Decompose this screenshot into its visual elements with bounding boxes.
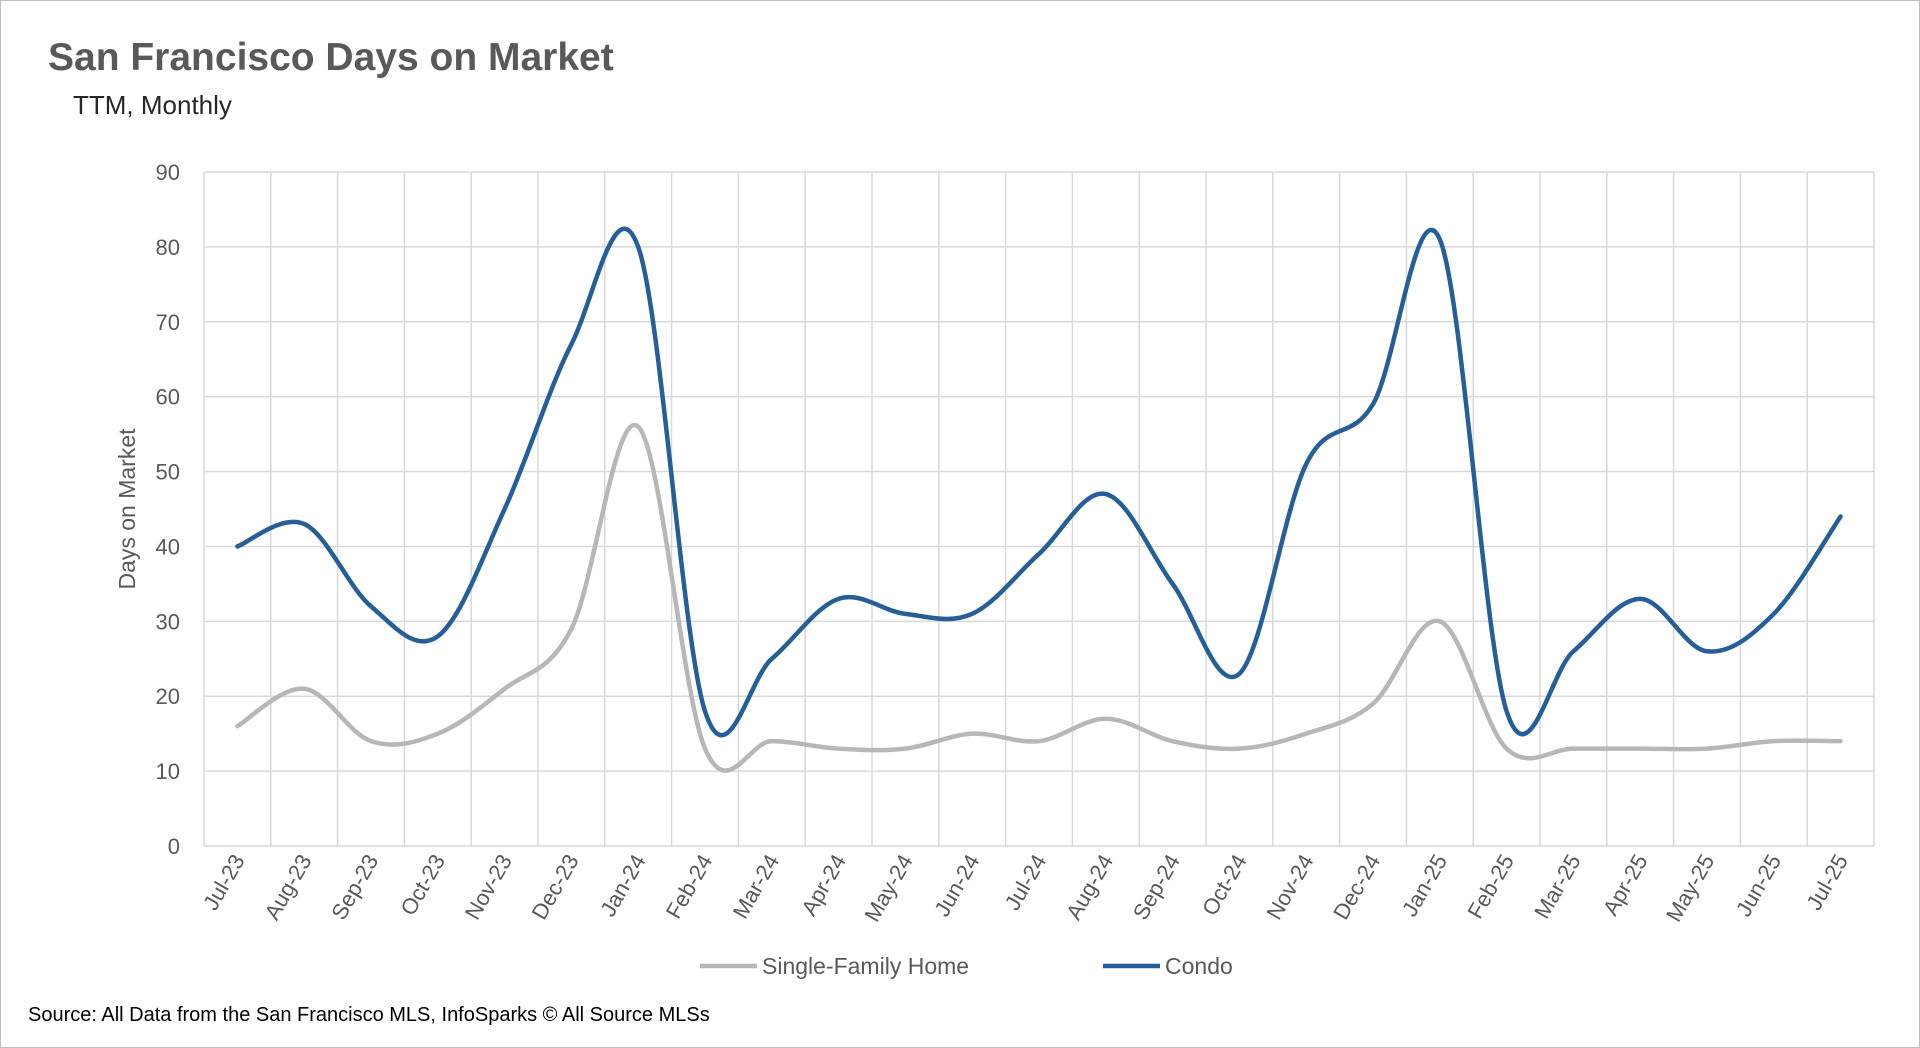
x-tick-label: Oct-24 (1197, 850, 1252, 920)
y-tick-label: 30 (156, 609, 180, 634)
chart-title: San Francisco Days on Market (48, 36, 614, 79)
y-tick-label: 80 (156, 235, 180, 260)
x-tick-label: Feb-25 (1462, 850, 1519, 923)
source-note: Source: All Data from the San Francisco … (28, 1004, 710, 1026)
x-tick-label: Sep-24 (1128, 850, 1185, 924)
x-tick-label: Nov-24 (1261, 850, 1318, 924)
y-tick-label: 90 (156, 160, 180, 185)
y-tick-label: 40 (156, 534, 180, 559)
legend-label-single-family-home: Single-Family Home (762, 953, 969, 979)
x-tick-label: Sep-23 (326, 850, 383, 924)
x-tick-label: Aug-24 (1061, 850, 1118, 924)
x-tick-label: Dec-24 (1328, 850, 1385, 924)
chart-subtitle: TTM, Monthly (73, 90, 232, 120)
y-tick-label: 20 (156, 684, 180, 709)
x-tick-label: Nov-23 (460, 850, 517, 924)
x-tick-label: Mar-24 (728, 850, 784, 923)
legend: Single-Family Home Condo (700, 953, 1233, 979)
gridlines (203, 171, 1875, 847)
y-tick-label: 0 (168, 834, 180, 859)
legend-label-condo: Condo (1165, 953, 1233, 979)
x-tick-label: Apr-25 (1598, 850, 1653, 920)
x-tick-label: Jan-25 (1397, 850, 1452, 921)
series-line-condo (235, 226, 1843, 738)
y-tick-label: 10 (156, 759, 180, 784)
x-tick-label: Apr-24 (796, 850, 851, 920)
x-tick-label: Jun-25 (1731, 850, 1786, 921)
x-tick-label: Jun-24 (929, 850, 984, 921)
x-tick-label: Jul-23 (198, 850, 250, 914)
x-tick-label: Mar-25 (1529, 850, 1585, 923)
y-axis-title: Days on Market (114, 428, 140, 590)
series-lines (235, 226, 1843, 773)
y-axis-ticks: 0 10 20 30 40 50 60 70 80 90 (156, 160, 180, 859)
y-tick-label: 60 (156, 385, 180, 410)
x-axis-ticks: Jul-23 Aug-23 Sep-23 Oct-23 Nov-23 Dec-23 Jan-… (198, 850, 1853, 926)
x-tick-label: Oct-23 (395, 850, 450, 920)
x-tick-label: Dec-23 (527, 850, 584, 924)
x-tick-label: May-24 (859, 850, 917, 926)
x-tick-label: Jan-24 (595, 850, 650, 921)
x-tick-label: May-25 (1661, 850, 1719, 926)
x-tick-label: Feb-24 (661, 850, 718, 923)
y-tick-label: 70 (156, 310, 180, 335)
series-line-single-family-home (235, 422, 1843, 773)
y-tick-label: 50 (156, 460, 180, 485)
x-tick-label: Jul-25 (1801, 850, 1853, 914)
x-tick-label: Jul-24 (1000, 850, 1052, 914)
x-tick-label: Aug-23 (259, 850, 316, 924)
